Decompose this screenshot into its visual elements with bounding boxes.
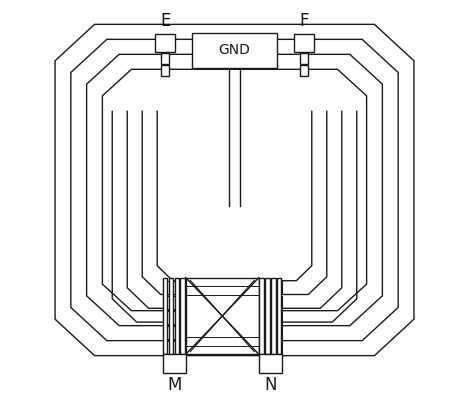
Text: F: F [299, 12, 309, 30]
Bar [277, 278, 281, 354]
Bar [186, 278, 259, 354]
Text: GND: GND [219, 43, 250, 57]
Bar [192, 33, 277, 68]
Bar [262, 296, 282, 310]
Bar [163, 281, 182, 294]
Bar [169, 278, 174, 354]
Bar [262, 341, 282, 354]
Bar [174, 278, 179, 354]
Bar [259, 354, 282, 373]
Polygon shape [55, 24, 414, 356]
Text: E: E [160, 12, 170, 30]
Bar [155, 34, 175, 52]
Bar [300, 65, 308, 76]
Bar [163, 278, 167, 354]
Text: N: N [264, 376, 277, 394]
Bar [163, 326, 182, 340]
Bar [181, 278, 185, 354]
Text: M: M [167, 376, 182, 394]
Bar [163, 311, 182, 324]
Bar [163, 296, 182, 310]
Polygon shape [102, 69, 367, 311]
Polygon shape [71, 40, 398, 341]
Bar [161, 53, 169, 64]
Bar [262, 281, 282, 294]
Polygon shape [87, 54, 382, 326]
Bar [161, 65, 169, 76]
Bar [163, 354, 186, 373]
Bar [271, 278, 275, 354]
Bar [163, 341, 182, 354]
Bar [262, 311, 282, 324]
Bar [265, 278, 270, 354]
Bar [294, 34, 314, 52]
Bar [262, 326, 282, 340]
Bar [259, 278, 264, 354]
Bar [300, 53, 308, 64]
